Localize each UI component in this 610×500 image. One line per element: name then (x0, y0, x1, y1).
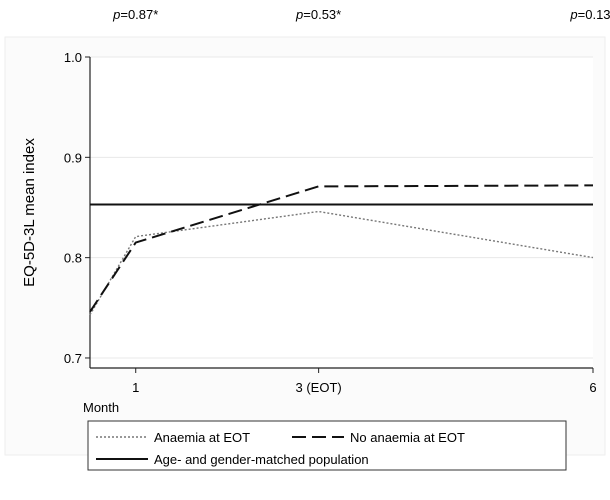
legend-box (87, 420, 567, 471)
legend-label: Age- and gender-matched population (154, 452, 369, 467)
y-axis-label: EQ-5D-3L mean index (21, 138, 38, 287)
series-lines (89, 184, 594, 316)
axes: 0.7 0.8 0.9 1.0 1 3 (EOT) 6 (64, 50, 597, 395)
p-values: p=0.87* p=0.53* p=0.13* (112, 7, 610, 22)
series-line-1 (89, 184, 594, 313)
x-tick-label: 6 (589, 380, 596, 395)
p-value-label: p=0.13* (569, 7, 610, 22)
x-tick-label: 1 (132, 380, 139, 395)
legend-label: Anaemia at EOT (154, 430, 250, 445)
legend: Anaemia at EOT No anaemia at EOT Age- and … (87, 420, 567, 471)
p-value-label: p=0.87* (112, 7, 158, 22)
y-tick-label: 0.8 (64, 251, 82, 266)
p-value-label: p=0.53* (295, 7, 341, 22)
y-tick-label: 0.9 (64, 150, 82, 165)
legend-label: No anaemia at EOT (350, 430, 465, 445)
gridlines (90, 56, 593, 359)
x-tick-label: 3 (EOT) (296, 380, 342, 395)
plot-area (90, 57, 593, 368)
x-axis-label: Month (83, 400, 119, 415)
y-tick-label: 0.7 (64, 351, 82, 366)
y-tick-label: 1.0 (64, 50, 82, 65)
